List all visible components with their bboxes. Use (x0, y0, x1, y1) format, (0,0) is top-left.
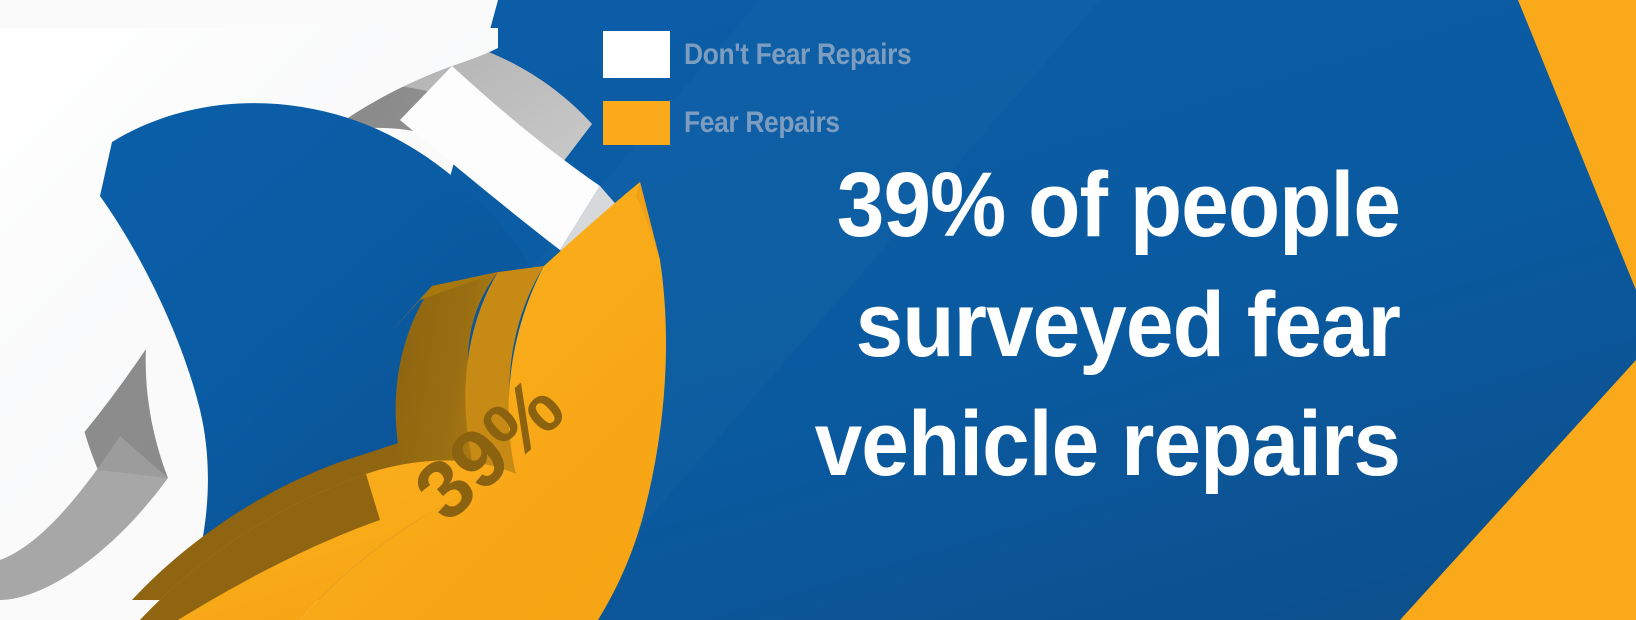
legend-swatch-orange (603, 101, 670, 145)
orange-slice-top-tip (636, 182, 660, 260)
legend-label-dont-fear-repairs: Don't Fear Repairs (684, 37, 912, 71)
pie-slice-fear-repairs: 39% (132, 182, 666, 620)
headline-line-1: 39% of people (836, 154, 1401, 256)
legend-label-fear-repairs: Fear Repairs (684, 106, 840, 139)
legend-swatch-white (603, 31, 670, 78)
headline-line-3: vehicle repairs (814, 393, 1401, 496)
orange-slice-bevel (392, 272, 498, 330)
orange-slice-bottom-extrude (140, 474, 380, 620)
legend-item-fear-repairs[interactable]: Fear Repairs (603, 101, 1123, 145)
chart-legend: Don't Fear Repairs Fear Repairs (603, 31, 1123, 145)
white-slice-side-lower (0, 360, 168, 600)
headline-line-2: surveyed fear (855, 273, 1401, 376)
legend-item-dont-fear-repairs[interactable]: Don't Fear Repairs (603, 31, 1123, 78)
white-slice-face-wedge (400, 66, 600, 250)
headline: 39% of people surveyed fear vehicle repa… (693, 146, 1401, 505)
orange-slice-face (300, 182, 666, 620)
